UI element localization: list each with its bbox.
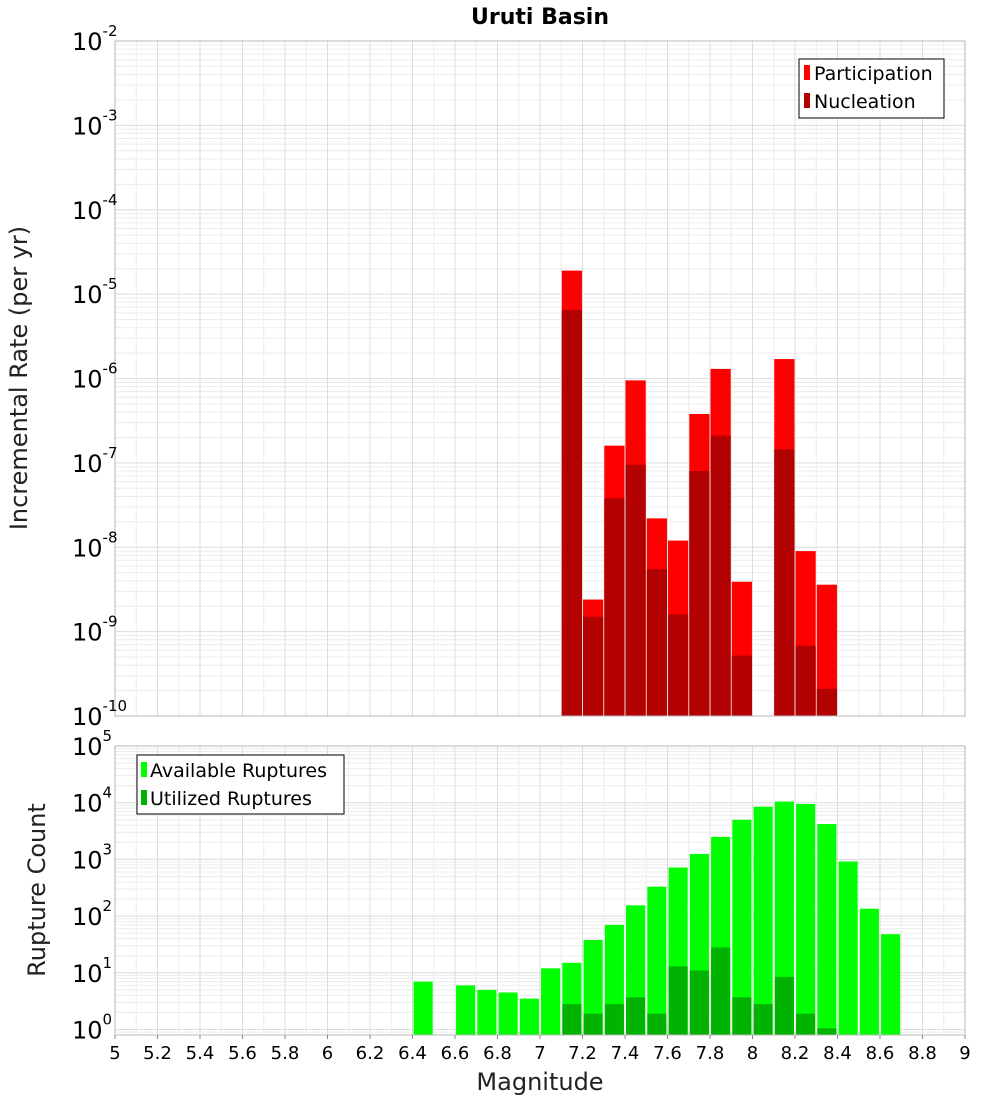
top-y-tick-label: 10-9: [72, 613, 118, 647]
top-bar-nucleation: [731, 655, 752, 716]
bottom-bar-available-ruptures: [774, 801, 794, 1035]
top-bar-nucleation: [583, 616, 604, 716]
x-tick-label: 6.4: [398, 1043, 427, 1064]
bottom-y-tick-label: 102: [72, 897, 112, 931]
bottom-bar-utilized-ruptures: [604, 1004, 624, 1035]
bottom-bar-utilized-ruptures: [647, 1013, 667, 1035]
x-tick-label: 9: [959, 1043, 970, 1064]
legend-swatch-nucleation: [804, 93, 810, 108]
top-bar-nucleation: [795, 645, 816, 716]
x-tick-label: 8.8: [908, 1043, 937, 1064]
bottom-bar-utilized-ruptures: [732, 997, 752, 1035]
bottom-y-tick-label: 104: [72, 784, 112, 818]
x-axis-label: Magnitude: [476, 1068, 603, 1096]
top-bar-nucleation: [604, 498, 625, 716]
x-tick-label: 7.4: [611, 1043, 640, 1064]
bottom-bar-utilized-ruptures: [753, 1004, 773, 1035]
top-y-tick-label: 10-5: [72, 275, 118, 309]
top-bar-participation: [816, 584, 837, 716]
bottom-legend: Available Ruptures Utilized Ruptures: [136, 754, 345, 815]
x-tick-label: 8.2: [781, 1043, 810, 1064]
legend-swatch-participation: [804, 65, 810, 80]
top-bar-nucleation: [689, 471, 710, 716]
top-bar-nucleation: [816, 688, 837, 716]
bottom-y-tick-label: 100: [72, 1011, 112, 1045]
bottom-bar-utilized-ruptures: [562, 1004, 582, 1035]
top-bar-nucleation: [668, 614, 689, 716]
x-tick-label: 6: [322, 1043, 333, 1064]
top-y-tick-label: 10-6: [72, 360, 118, 394]
top-bar-nucleation: [710, 435, 731, 716]
legend-label-available: Available Ruptures: [150, 760, 327, 782]
legend-label-utilized: Utilized Ruptures: [150, 788, 312, 810]
bottom-bar-utilized-ruptures: [626, 997, 646, 1035]
bottom-bar-available-ruptures: [456, 985, 476, 1035]
x-tick-label: 7: [534, 1043, 545, 1064]
bottom-bar-available-ruptures: [753, 806, 773, 1035]
x-tick-label: 7.2: [568, 1043, 597, 1064]
x-tick-label: 6.6: [441, 1043, 470, 1064]
bottom-bar-available-ruptures: [519, 998, 539, 1035]
bottom-bar-available-ruptures: [881, 934, 901, 1035]
bottom-bar-utilized-ruptures: [668, 966, 688, 1035]
x-tick-label: 6.8: [483, 1043, 512, 1064]
x-tick-label: 8: [747, 1043, 758, 1064]
bottom-bar-available-ruptures: [413, 981, 433, 1035]
legend-swatch-available: [141, 762, 147, 777]
x-tick-label: 5.2: [143, 1043, 172, 1064]
x-tick-label: 5: [109, 1043, 120, 1064]
top-legend-box: [798, 58, 945, 119]
x-tick-label: 7.8: [696, 1043, 725, 1064]
bottom-y-tick-label: 103: [72, 840, 112, 874]
top-bar-nucleation: [561, 309, 582, 716]
top-plot-border: [114, 40, 966, 717]
x-tick-label: 8.4: [823, 1043, 852, 1064]
top-y-tick-label: 10-7: [72, 444, 118, 478]
top-bar-nucleation: [625, 464, 646, 716]
top-y-tick-label: 10-4: [72, 191, 118, 225]
bottom-bar-available-ruptures: [583, 939, 603, 1035]
top-bar-nucleation: [774, 449, 795, 716]
bottom-bar-available-ruptures: [838, 861, 858, 1035]
top-y-tick-label: 10-2: [72, 22, 118, 56]
bottom-bar-available-ruptures: [477, 989, 497, 1035]
x-tick-label: 5.6: [228, 1043, 257, 1064]
legend-label-participation: Participation: [814, 63, 933, 85]
bottom-bar-available-ruptures: [796, 803, 816, 1035]
top-bar-nucleation: [646, 569, 667, 716]
x-tick-labels: 5 5.2 5.4 5.6 5.8 6 6.2 6.4 6.6 6.8 7 7.2 7.4 7.6 7.8 8…: [109, 1035, 971, 1064]
chart-title: Uruti Basin: [471, 5, 609, 30]
top-y-tick-label: 10-8: [72, 528, 118, 562]
bottom-bar-utilized-ruptures: [774, 976, 794, 1035]
x-tick-label: 6.2: [356, 1043, 385, 1064]
bottom-bar-available-ruptures: [541, 968, 561, 1035]
top-plot-panel: 10-10 10-9 10-8 10-7 10-6 10-5 10-4 10-3 10-2: [72, 22, 966, 731]
x-tick-label: 7.6: [653, 1043, 682, 1064]
bottom-bar-available-ruptures: [732, 819, 752, 1035]
bottom-y-tick-label: 105: [72, 727, 112, 761]
bottom-bar-utilized-ruptures: [711, 947, 731, 1035]
bottom-bar-available-ruptures: [498, 992, 518, 1035]
legend-swatch-utilized: [141, 790, 147, 805]
bottom-bar-available-ruptures: [859, 908, 879, 1035]
top-legend: Participation Nucleation: [798, 58, 945, 119]
bottom-y-tick-label: 101: [72, 954, 112, 988]
bottom-y-axis-label: Rupture Count: [23, 803, 51, 977]
legend-label-nucleation: Nucleation: [814, 91, 916, 113]
top-y-axis-label: Incremental Rate (per yr): [5, 226, 33, 530]
bottom-bar-utilized-ruptures: [689, 970, 709, 1035]
bottom-bar-utilized-ruptures: [583, 1013, 603, 1035]
top-y-tick-label: 10-3: [72, 106, 118, 140]
bottom-legend-box: [136, 754, 345, 815]
x-tick-label: 5.8: [271, 1043, 300, 1064]
x-tick-label: 5.4: [186, 1043, 215, 1064]
bottom-bar-available-ruptures: [817, 824, 837, 1035]
bottom-bar-utilized-ruptures: [796, 1013, 816, 1035]
bottom-bar-available-ruptures: [647, 886, 667, 1035]
x-tick-label: 8.6: [866, 1043, 895, 1064]
top-y-tick-label: 10-10: [72, 697, 127, 731]
bottom-bar-utilized-ruptures: [817, 1028, 837, 1035]
